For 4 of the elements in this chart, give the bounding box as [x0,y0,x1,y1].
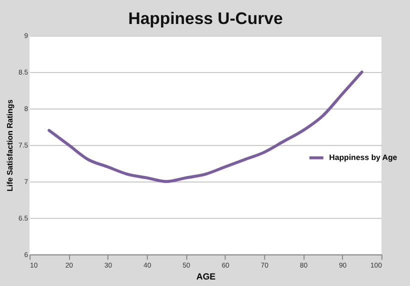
legend-label: Happiness by Age [329,152,398,162]
chart-title: Happiness U-Curve [128,8,283,28]
x-axis-title: AGE [196,272,216,282]
y-axis-title: Life Satisfaction Ratings [6,98,15,192]
